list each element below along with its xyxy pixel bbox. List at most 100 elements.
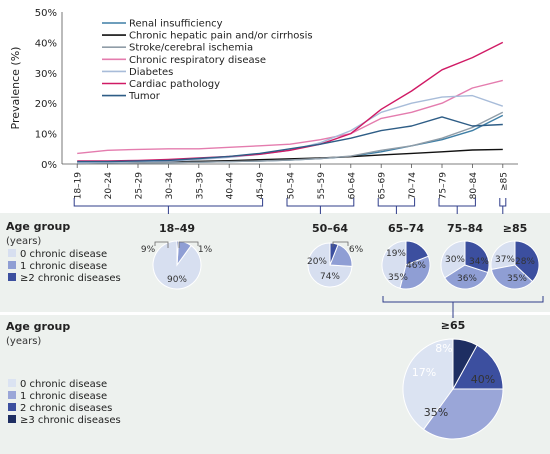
pie-2-slice-1 [399, 255, 431, 290]
pie-title: 50–64 [312, 222, 348, 235]
pie-big-slice-1 [422, 388, 504, 440]
y-tick-label: 30% [35, 69, 57, 80]
legend-label: Stroke/cerebral ischemia [129, 43, 253, 54]
legend-swatch [8, 379, 16, 387]
panel1-header: Age group [6, 220, 70, 233]
pie-4-slice-2 [514, 240, 540, 283]
pie-label: 28% [515, 257, 535, 267]
pie-leader [178, 241, 199, 248]
panel2-pie: ≥65 40% 35% 17% 8% [402, 319, 504, 440]
pie-title: 75–84 [447, 222, 483, 235]
legend-label: Diabetes [129, 67, 173, 78]
legend-label: 1 chronic disease [20, 391, 107, 402]
legend-label: Renal insufficiency [129, 19, 223, 30]
chart-series [77, 41, 504, 165]
series-line-2 [77, 111, 504, 165]
x-tick-label: 25–29 [135, 172, 145, 200]
pie-label: 9% [141, 245, 156, 255]
bracket-85 [499, 198, 507, 207]
legend-swatch [8, 403, 16, 411]
y-axis-label: Prevalence (%) [9, 47, 22, 130]
x-tick-label: 60–64 [347, 172, 357, 200]
panel2-subheader: (years) [6, 336, 41, 347]
pie-2-slice-2 [405, 240, 429, 266]
legend-label: Cardiac pathology [129, 79, 220, 90]
legend-label: Tumor [128, 91, 161, 102]
x-tick-label: 40–44 [226, 172, 236, 200]
pie-big-slice-0 [402, 338, 454, 431]
pie-4-slice-1 [490, 264, 534, 290]
pie-label: 20% [307, 257, 327, 267]
x-tick-label: 55–59 [317, 172, 327, 200]
y-tick-label: 50% [35, 8, 57, 19]
x-axis-ticks: 18–19 20–24 25–29 30–34 35–39 40–44 45–49 50–54… [74, 164, 509, 200]
pie-label: 35% [388, 273, 408, 283]
pie-label: 17% [412, 366, 436, 379]
line-chart: Prevalence (%) 0% 10% 20% 30% 40% 50% 18–19 20… [9, 8, 518, 214]
pie-title: 65–74 [388, 222, 424, 235]
x-tick-label: 45–49 [256, 172, 266, 200]
y-tick-label: 10% [35, 130, 57, 141]
x-tick-label: 80–84 [469, 172, 479, 200]
pie-4-slice-0 [490, 240, 516, 271]
y-tick-label: 40% [35, 38, 57, 49]
pie-2-slice-0 [381, 240, 407, 289]
pie-label: 34% [469, 257, 489, 267]
legend-label: ≥2 chronic diseases [20, 273, 121, 284]
legend-label: 0 chronic disease [20, 379, 107, 390]
x-tick-label: 35–39 [195, 172, 205, 200]
pie-label: 37% [495, 255, 515, 265]
pie-3-slice-2 [464, 240, 490, 274]
pie-label: 1% [198, 245, 213, 255]
pie-title: ≥85 [503, 222, 528, 235]
age-group-brackets [73, 198, 507, 214]
x-tick-label: 30–34 [165, 172, 175, 200]
pie-label: 30% [445, 255, 465, 265]
legend-label: 0 chronic disease [20, 249, 107, 260]
pie-big-slice-3 [452, 338, 478, 390]
legend-label: Chronic respiratory disease [129, 55, 266, 66]
x-tick-label: ≥85 [499, 172, 509, 191]
pie-1-slice-2 [329, 242, 339, 266]
pie-label: 19% [386, 249, 406, 259]
x-tick-label: 18–19 [74, 172, 84, 200]
legend-label: ≥3 chronic diseases [20, 415, 121, 426]
pie-leader [332, 241, 349, 247]
panel2-header: Age group [6, 320, 70, 333]
series-line-3 [77, 79, 503, 155]
pie-0-slice-2 [176, 240, 180, 266]
y-axis-ticks: 0% 10% 20% 30% 40% 50% [35, 8, 57, 171]
pie-big-slice-2 [452, 344, 504, 390]
panel1-subheader: (years) [6, 236, 41, 247]
panel-link-bracket [382, 296, 544, 303]
legend-swatch [8, 273, 16, 281]
x-tick-label: 75–79 [439, 172, 449, 200]
pie-label: 40% [471, 373, 495, 386]
pie-title: 18–49 [159, 222, 195, 235]
pie-label: 74% [320, 272, 340, 282]
pie-label: 36% [457, 274, 477, 284]
legend-swatch [8, 249, 16, 257]
pie-label: 6% [349, 245, 364, 255]
x-tick-label: 65–69 [378, 172, 388, 200]
y-tick-label: 0% [41, 160, 57, 171]
pie-leader [154, 241, 169, 248]
pie-label: 8% [435, 342, 452, 355]
pie-label: 35% [507, 274, 527, 284]
legend-swatch [8, 415, 16, 423]
legend-swatch [8, 261, 16, 269]
legend-label: 1 chronic disease [20, 261, 107, 272]
legend-label: Chronic hepatic pain and/or cirrhosis [129, 31, 313, 42]
pie-3-slice-1 [444, 264, 489, 290]
x-tick-label: 20–24 [104, 172, 114, 200]
legend-label: 2 chronic diseases [20, 403, 112, 414]
x-tick-label: 50–54 [287, 172, 297, 200]
series-line-6 [77, 116, 503, 163]
